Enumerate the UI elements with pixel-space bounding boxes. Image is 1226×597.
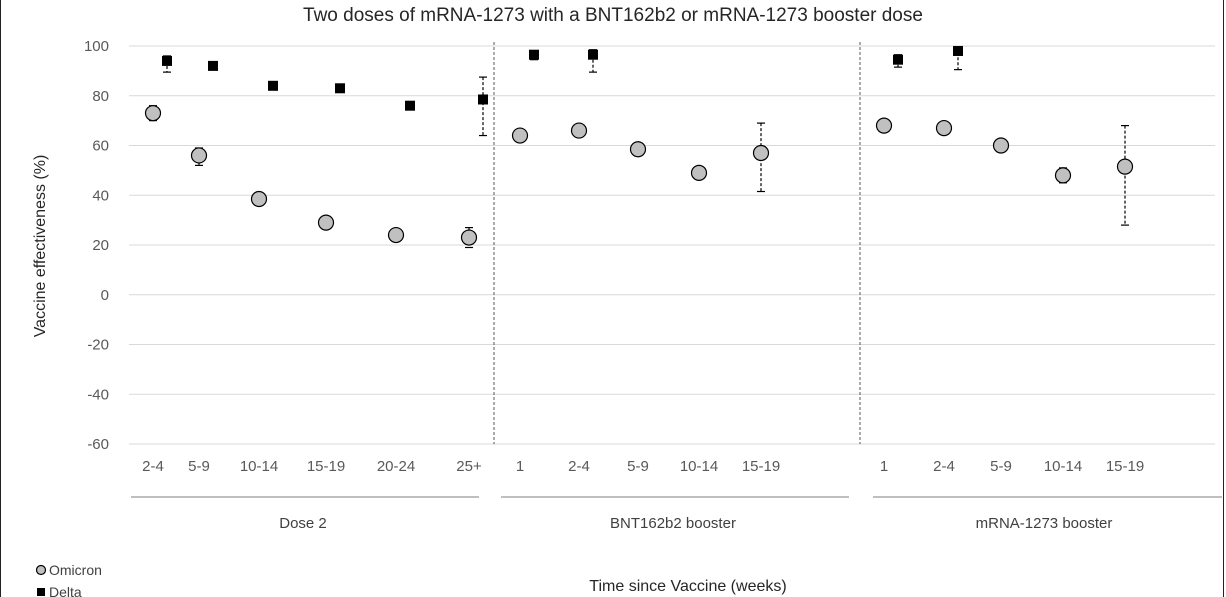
legend-omicron-swatch (35, 564, 47, 576)
x-tick-label: 1 (880, 458, 888, 475)
y-tick-label: 60 (92, 138, 109, 155)
gridlines (129, 45, 1215, 445)
x-tick-labels: 2-4 5-9 10-14 15-19 20-24 25+ 1 2-4 5-9 10-14 15-1… (142, 458, 1144, 475)
omicron-marker (570, 122, 588, 139)
x-tick-label: 1 (516, 458, 524, 475)
x-tick-label: 5-9 (990, 458, 1012, 475)
group-label: mRNA-1273 booster (976, 515, 1113, 532)
y-tick-label: 100 (84, 38, 109, 55)
x-tick-label: 15-19 (307, 458, 345, 475)
omicron-marker (690, 164, 708, 181)
omicron-marker (190, 147, 208, 164)
x-tick-label: 25+ (456, 458, 482, 475)
legend-label: Delta (49, 584, 82, 597)
omicron-marker (1054, 167, 1072, 184)
delta-marker (588, 49, 598, 60)
delta-marker (405, 100, 415, 111)
omicron-marker (511, 127, 529, 144)
y-tick-label: 80 (92, 88, 109, 105)
delta-marker (953, 45, 963, 56)
x-tick-label: 2-4 (933, 458, 955, 475)
chart-title: Two doses of mRNA-1273 with a BNT162b2 o… (303, 5, 923, 26)
legend-label: Omicron (49, 562, 102, 578)
x-tick-label: 10-14 (680, 458, 718, 475)
omicron-marker (387, 226, 405, 244)
y-tick-label: -60 (87, 436, 109, 453)
x-tick-label: 2-4 (568, 458, 590, 475)
delta-marker (529, 49, 539, 60)
group-label: Dose 2 (279, 515, 327, 532)
y-axis-title: Vaccine effectiveness (%) (32, 155, 49, 338)
legend-delta-swatch (37, 588, 45, 596)
omicron-marker (317, 214, 335, 231)
x-tick-label: 15-19 (1106, 458, 1144, 475)
omicron-marker (144, 105, 162, 122)
group-label: BNT162b2 booster (610, 515, 736, 532)
y-tick-label: 0 (101, 287, 109, 304)
omicron-marker (250, 190, 268, 208)
delta-marker (335, 83, 345, 94)
y-tick-labels: 100 80 60 40 20 0 -20 -40 -60 (84, 38, 109, 453)
omicron-marker (460, 229, 478, 246)
x-tick-label: 2-4 (142, 458, 164, 475)
omicron-marker (1116, 158, 1134, 175)
omicron-marker (629, 141, 647, 158)
delta-marker (162, 55, 172, 66)
y-tick-label: -40 (87, 386, 109, 403)
y-tick-label: 40 (92, 187, 109, 204)
x-tick-label: 20-24 (377, 458, 415, 475)
x-tick-label: 15-19 (742, 458, 780, 475)
x-tick-label: 10-14 (240, 458, 278, 475)
omicron-marker (935, 119, 953, 137)
group-labels: Dose 2 BNT162b2 booster mRNA-1273 booster (131, 496, 1222, 532)
omicron-marker (875, 117, 893, 134)
x-tick-label: 10-14 (1044, 458, 1082, 475)
group-separators (493, 42, 861, 444)
x-axis-title: Time since Vaccine (weeks) (589, 578, 786, 595)
x-tick-label: 5-9 (627, 458, 649, 475)
data-markers (144, 45, 1134, 246)
delta-marker (208, 60, 218, 71)
legend: Omicron Delta (35, 562, 102, 597)
delta-marker (268, 80, 278, 91)
omicron-marker (992, 137, 1010, 154)
y-tick-label: 20 (92, 237, 109, 254)
delta-marker (893, 54, 903, 65)
omicron-marker (752, 144, 770, 162)
delta-marker (478, 94, 488, 105)
x-tick-label: 5-9 (188, 458, 210, 475)
y-tick-label: -20 (87, 337, 109, 354)
